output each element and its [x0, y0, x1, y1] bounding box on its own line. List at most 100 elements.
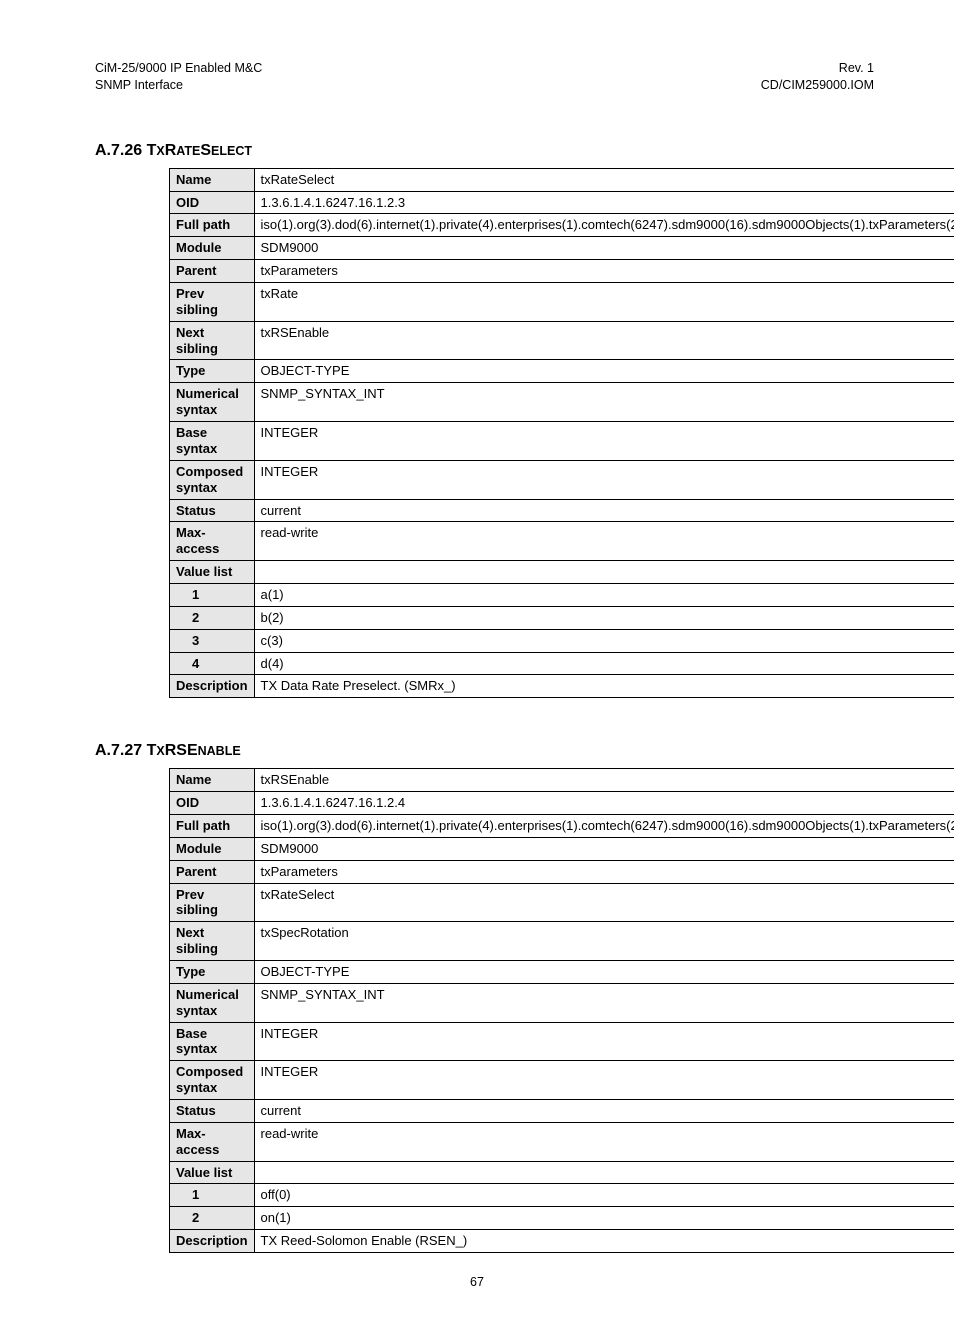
header-right-line1: Rev. 1	[761, 60, 874, 77]
row-value: SNMP_SYNTAX_INT	[254, 383, 954, 422]
row-label: OID	[170, 792, 255, 815]
row-label: Parent	[170, 860, 255, 883]
table-row: Value list	[170, 1161, 954, 1184]
row-value: INTEGER	[254, 422, 954, 461]
row-value: TX Reed-Solomon Enable (RSEN_)	[254, 1230, 954, 1253]
row-value: current	[254, 1099, 954, 1122]
row-value: SNMP_SYNTAX_INT	[254, 983, 954, 1022]
row-label: Description	[170, 675, 255, 698]
table-row: 1off(0)	[170, 1184, 954, 1207]
table-row: Numerical syntaxSNMP_SYNTAX_INT	[170, 383, 954, 422]
row-value: txRSEnable	[254, 769, 954, 792]
table-row: TypeOBJECT-TYPE	[170, 960, 954, 983]
row-value: INTEGER	[254, 1022, 954, 1061]
row-value: a(1)	[254, 583, 954, 606]
row-label: Name	[170, 769, 255, 792]
row-label: Base syntax	[170, 1022, 255, 1061]
row-label: Max-access	[170, 522, 255, 561]
table-txrsenable: NametxRSEnableOID1.3.6.1.4.1.6247.16.1.2…	[169, 768, 954, 1253]
row-value	[254, 1161, 954, 1184]
section-heading-txrsenable: A.7.27 TXRSENABLE	[95, 742, 874, 760]
table-row: DescriptionTX Reed-Solomon Enable (RSEN_…	[170, 1230, 954, 1253]
table-row: ParenttxParameters	[170, 260, 954, 283]
table-row: ModuleSDM9000	[170, 837, 954, 860]
row-value: txParameters	[254, 860, 954, 883]
row-label: 4	[170, 652, 255, 675]
header-left-line2: SNMP Interface	[95, 77, 262, 94]
table-row: 4d(4)	[170, 652, 954, 675]
row-value: b(2)	[254, 606, 954, 629]
row-value: INTEGER	[254, 1061, 954, 1100]
row-label: Parent	[170, 260, 255, 283]
row-value: iso(1).org(3).dod(6).internet(1).private…	[254, 814, 954, 837]
row-label: Full path	[170, 814, 255, 837]
row-value: txParameters	[254, 260, 954, 283]
row-label: Composed syntax	[170, 1061, 255, 1100]
table-row: OID1.3.6.1.4.1.6247.16.1.2.3	[170, 191, 954, 214]
row-label: Max-access	[170, 1122, 255, 1161]
row-label: Value list	[170, 1161, 255, 1184]
table-row: OID1.3.6.1.4.1.6247.16.1.2.4	[170, 792, 954, 815]
row-label: 2	[170, 1207, 255, 1230]
row-value: INTEGER	[254, 460, 954, 499]
table-txrateselect: NametxRateSelectOID1.3.6.1.4.1.6247.16.1…	[169, 168, 954, 698]
row-label: Prev sibling	[170, 283, 255, 322]
heading-number: A.7.26	[95, 142, 147, 159]
row-label: 2	[170, 606, 255, 629]
row-label: Numerical syntax	[170, 983, 255, 1022]
row-value: 1.3.6.1.4.1.6247.16.1.2.3	[254, 191, 954, 214]
row-value: txSpecRotation	[254, 922, 954, 961]
table-row: Prev siblingtxRateSelect	[170, 883, 954, 922]
table-row: Max-accessread-write	[170, 522, 954, 561]
table-row: 3c(3)	[170, 629, 954, 652]
table-row: Base syntaxINTEGER	[170, 1022, 954, 1061]
row-label: 1	[170, 583, 255, 606]
table-row: Value list	[170, 561, 954, 584]
row-label: Composed syntax	[170, 460, 255, 499]
row-value: read-write	[254, 1122, 954, 1161]
row-value: txRSEnable	[254, 321, 954, 360]
row-value: txRate	[254, 283, 954, 322]
heading-number: A.7.27	[95, 742, 147, 759]
row-label: Type	[170, 960, 255, 983]
row-label: Full path	[170, 214, 255, 237]
header-left-line1: CiM-25/9000 IP Enabled M&C	[95, 60, 262, 77]
row-label: 1	[170, 1184, 255, 1207]
table-row: Full pathiso(1).org(3).dod(6).internet(1…	[170, 814, 954, 837]
page-number: 67	[0, 1275, 954, 1289]
row-value: c(3)	[254, 629, 954, 652]
section-heading-txrateselect: A.7.26 TXRATESELECT	[95, 142, 874, 160]
row-value: current	[254, 499, 954, 522]
table-row: Composed syntaxINTEGER	[170, 1061, 954, 1100]
row-label: Type	[170, 360, 255, 383]
row-value: OBJECT-TYPE	[254, 960, 954, 983]
row-value: read-write	[254, 522, 954, 561]
row-value: iso(1).org(3).dod(6).internet(1).private…	[254, 214, 954, 237]
header-left: CiM-25/9000 IP Enabled M&C SNMP Interfac…	[95, 60, 262, 94]
table-row: NametxRSEnable	[170, 769, 954, 792]
row-label: OID	[170, 191, 255, 214]
row-label: Status	[170, 1099, 255, 1122]
row-label: Value list	[170, 561, 255, 584]
row-value: SDM9000	[254, 237, 954, 260]
row-value: TX Data Rate Preselect. (SMRx_)	[254, 675, 954, 698]
table-row: 2b(2)	[170, 606, 954, 629]
row-value: off(0)	[254, 1184, 954, 1207]
row-label: Numerical syntax	[170, 383, 255, 422]
table-row: Statuscurrent	[170, 499, 954, 522]
row-label: Module	[170, 837, 255, 860]
table-row: ParenttxParameters	[170, 860, 954, 883]
row-value: SDM9000	[254, 837, 954, 860]
row-label: Base syntax	[170, 422, 255, 461]
table-row: Prev siblingtxRate	[170, 283, 954, 322]
row-value: d(4)	[254, 652, 954, 675]
row-value	[254, 561, 954, 584]
table-row: DescriptionTX Data Rate Preselect. (SMRx…	[170, 675, 954, 698]
row-label: Name	[170, 168, 255, 191]
row-label: 3	[170, 629, 255, 652]
row-label: Module	[170, 237, 255, 260]
table-row: ModuleSDM9000	[170, 237, 954, 260]
table-row: 1a(1)	[170, 583, 954, 606]
row-value: txRateSelect	[254, 883, 954, 922]
table-row: Statuscurrent	[170, 1099, 954, 1122]
